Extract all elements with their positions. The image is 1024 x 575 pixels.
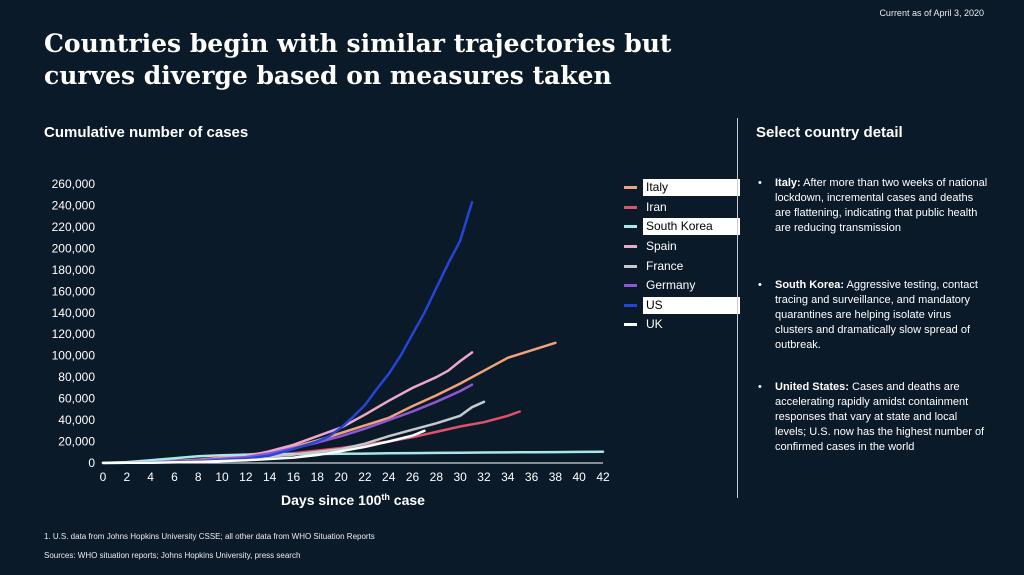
x-tick-label: 32 xyxy=(477,470,491,484)
bullet: • xyxy=(758,381,762,393)
x-tick-label: 28 xyxy=(430,470,444,484)
detail-lead: Italy: xyxy=(775,177,801,189)
x-tick-label: 38 xyxy=(549,470,563,484)
y-tick-label: 80,000 xyxy=(58,370,95,384)
legend-label: Spain xyxy=(646,239,677,254)
legend-item-italy: Italy xyxy=(624,178,740,198)
legend-label: UK xyxy=(646,317,663,332)
legend-label: France xyxy=(646,258,684,273)
legend-item-us: US xyxy=(624,296,740,316)
legend-swatch xyxy=(624,205,637,209)
y-tick-label: 260,000 xyxy=(52,177,96,191)
page-title: Countries begin with similar trajectorie… xyxy=(44,29,672,90)
bullet: • xyxy=(758,279,762,291)
x-tick-label: 26 xyxy=(406,470,420,484)
series-line-us xyxy=(101,200,474,465)
y-tick-label: 0 xyxy=(88,456,95,470)
legend-label: South Korea xyxy=(643,218,740,236)
legend-swatch xyxy=(624,225,637,229)
x-tick-label: 40 xyxy=(573,470,587,484)
legend-label: US xyxy=(643,296,740,314)
section-divider xyxy=(737,118,738,498)
x-tick-label: 0 xyxy=(100,470,107,484)
legend-swatch xyxy=(624,186,637,190)
y-tick-label: 240,000 xyxy=(52,198,96,212)
detail-title: Select country detail xyxy=(756,124,903,141)
cases-line-chart: 0 2 4 6 8 10 12 14 16 18 20 22 24 26 28 30 32 34 36 38 40 420… xyxy=(52,177,610,508)
x-axis-label: Days since 100th case xyxy=(281,492,425,508)
y-tick-label: 120,000 xyxy=(52,327,96,341)
x-tick-label: 10 xyxy=(215,470,229,484)
detail-lead: South Korea: xyxy=(775,279,845,291)
bullet: • xyxy=(758,177,762,189)
legend-item-uk: UK xyxy=(624,315,740,335)
x-tick-label: 4 xyxy=(147,470,154,484)
legend-swatch xyxy=(624,245,637,249)
chart-legend: Italy Iran South Korea Spain France Germany US… xyxy=(624,178,740,335)
legend-swatch xyxy=(624,323,637,327)
x-tick-label: 16 xyxy=(287,470,301,484)
legend-swatch xyxy=(624,303,637,307)
detail-united-states: • United States: Cases and deaths are ac… xyxy=(758,380,990,455)
legend-label: Italy xyxy=(643,179,740,197)
series-line-south-korea xyxy=(101,450,605,465)
x-tick-label: 30 xyxy=(453,470,467,484)
detail-south-korea: • South Korea: Aggressive testing, conta… xyxy=(758,278,990,353)
sources: Sources: WHO situation reports; Johns Ho… xyxy=(44,551,301,560)
as-of-date: Current as of April 3, 2020 xyxy=(879,8,984,18)
chart-title: Cumulative number of cases xyxy=(44,124,249,141)
x-tick-label: 24 xyxy=(382,470,396,484)
y-tick-label: 160,000 xyxy=(52,284,96,298)
footnote: 1. U.S. data from Johns Hopkins Universi… xyxy=(44,532,375,541)
series-line-italy xyxy=(101,341,557,465)
x-tick-label: 12 xyxy=(239,470,253,484)
legend-swatch xyxy=(624,264,637,268)
detail-lead: United States: xyxy=(775,381,849,393)
y-tick-label: 140,000 xyxy=(52,306,96,320)
y-tick-label: 220,000 xyxy=(52,220,96,234)
legend-label: Germany xyxy=(646,278,696,293)
legend-label: Iran xyxy=(646,199,667,214)
x-tick-label: 2 xyxy=(123,470,130,484)
x-tick-label: 18 xyxy=(311,470,325,484)
legend-item-germany: Germany xyxy=(624,276,740,296)
x-tick-label: 42 xyxy=(596,470,610,484)
x-tick-label: 6 xyxy=(171,470,178,484)
legend-item-spain: Spain xyxy=(624,237,740,257)
detail-italy: • Italy: After more than two weeks of na… xyxy=(758,176,990,236)
detail-text: After more than two weeks of national lo… xyxy=(775,177,988,234)
x-tick-label: 36 xyxy=(525,470,539,484)
y-tick-label: 20,000 xyxy=(58,435,95,449)
legend-item-iran: Iran xyxy=(624,198,740,218)
legend-item-france: France xyxy=(624,256,740,276)
x-tick-label: 34 xyxy=(501,470,515,484)
x-tick-label: 14 xyxy=(263,470,277,484)
legend-swatch xyxy=(624,284,637,288)
y-tick-label: 60,000 xyxy=(58,392,95,406)
series-line-uk xyxy=(101,429,426,465)
detail-text: Aggressive testing, contact tracing and … xyxy=(775,279,978,351)
x-tick-label: 8 xyxy=(195,470,202,484)
x-tick-label: 22 xyxy=(358,470,372,484)
series-line-spain xyxy=(101,351,474,465)
x-tick-label: 20 xyxy=(334,470,348,484)
y-tick-label: 40,000 xyxy=(58,413,95,427)
y-tick-label: 100,000 xyxy=(52,349,96,363)
detail-text: Cases and deaths are accelerating rapidl… xyxy=(775,381,985,453)
legend-item-south-korea: South Korea xyxy=(624,217,740,237)
y-tick-label: 180,000 xyxy=(52,263,96,277)
y-tick-label: 200,000 xyxy=(52,241,96,255)
